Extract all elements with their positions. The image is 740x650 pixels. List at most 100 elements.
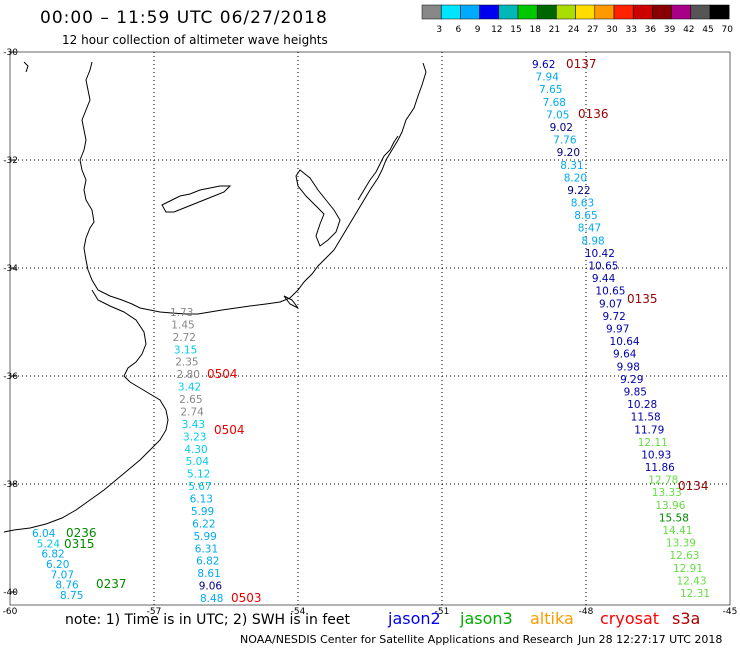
swh-label: 12.43 — [676, 575, 706, 587]
legend-jason2: jason2 — [388, 609, 441, 628]
colorbar-label: 42 — [683, 25, 694, 35]
coastline-lagoon — [295, 169, 341, 247]
swh-label: 9.02 — [550, 122, 573, 134]
colorbar-swatch — [594, 4, 615, 20]
lat-label: -30 — [3, 48, 18, 58]
lat-label: -36 — [3, 372, 18, 382]
swh-label: 10.42 — [585, 248, 615, 260]
coastline-bay — [283, 295, 299, 309]
swh-label: 11.79 — [634, 424, 664, 436]
colorbar-label: 30 — [606, 25, 618, 35]
swh-label: 12.11 — [638, 437, 668, 449]
pass-time-label: 0136 — [578, 107, 609, 121]
pass-time-label: 0504 — [207, 367, 238, 381]
swh-label: 9.22 — [567, 185, 590, 197]
swh-label: 8.48 — [200, 593, 223, 605]
pass-time-label: 0236 — [66, 526, 97, 540]
swh-label: 9.62 — [532, 59, 555, 71]
swh-label: 9.07 — [599, 298, 622, 310]
colorbar-label: 27 — [587, 25, 598, 35]
swh-label: 10.28 — [627, 399, 657, 411]
lat-label: -34 — [3, 264, 18, 274]
lon-label: -48 — [579, 607, 594, 617]
colorbar-swatch — [536, 4, 557, 20]
swh-label: 8.47 — [578, 223, 601, 235]
swh-label: 14.41 — [662, 525, 692, 537]
swh-label: 9.29 — [620, 374, 643, 386]
swh-label: 1.73 — [170, 307, 193, 319]
colorbar-label: 24 — [568, 25, 580, 35]
swh-label: 13.96 — [655, 500, 685, 512]
colorbar-label: 33 — [625, 25, 636, 35]
colorbar-label: 36 — [645, 25, 657, 35]
swh-label: 12.63 — [669, 550, 699, 562]
swh-label: 3.15 — [174, 344, 197, 356]
swh-label: 5.99 — [191, 506, 214, 518]
colorbar-swatch — [613, 4, 634, 20]
pass-time-label: 0237 — [96, 577, 127, 591]
pass-time-label: 0135 — [627, 292, 658, 306]
swh-label: 10.93 — [641, 449, 671, 461]
coastline — [3, 61, 427, 533]
chart-title: 00:00 – 11:59 UTC 06/27/2018 — [40, 8, 328, 28]
lat-label: -40 — [3, 588, 18, 598]
footer-credit: NOAA/NESDIS Center for Satellite Applica… — [240, 633, 574, 646]
colorbar-label: 15 — [510, 25, 521, 35]
swh-label: 5.12 — [187, 469, 210, 481]
swh-label: 12.91 — [673, 563, 703, 575]
colorbar-label: 6 — [456, 25, 462, 35]
swh-label: 5.67 — [188, 481, 211, 493]
swh-label: 5.99 — [193, 531, 216, 543]
colorbar-label: 18 — [529, 25, 541, 35]
swh-label: 3.43 — [182, 419, 205, 431]
pass-time-label: 0503 — [231, 591, 262, 605]
colorbar-label: 12 — [491, 25, 502, 35]
colorbar-swatch — [556, 4, 576, 20]
lon-label: -60 — [3, 607, 18, 617]
swh-label: 9.85 — [624, 386, 647, 398]
swh-label: 4.30 — [184, 444, 207, 456]
pass-time-label: 0315 — [64, 537, 95, 551]
pass-time-label: 0137 — [566, 57, 597, 71]
swh-label: 3.42 — [178, 382, 201, 394]
swh-label: 12.78 — [648, 475, 678, 487]
swh-label: 11.58 — [631, 412, 661, 424]
swh-label: 7.94 — [536, 72, 560, 84]
legend-altika: altika — [530, 609, 574, 628]
chart-subtitle: 12 hour collection of altimeter wave hei… — [62, 33, 328, 47]
swh-label: 9.44 — [592, 273, 616, 285]
swh-label: 10.64 — [610, 336, 640, 348]
swh-label: 15.58 — [659, 512, 689, 524]
coastline-cape — [23, 61, 29, 73]
swh-label: 10.65 — [588, 261, 618, 273]
swh-label: 5.04 — [186, 456, 210, 468]
swh-label: 6.13 — [190, 494, 213, 506]
swh-label: 1.45 — [171, 319, 194, 331]
swh-label: 7.05 — [546, 109, 569, 121]
swh-label: 9.98 — [617, 361, 640, 373]
swh-label: 8.98 — [581, 235, 604, 247]
swh-label: 8.63 — [571, 198, 594, 210]
swh-label: 7.76 — [553, 135, 577, 147]
swh-label: 11.86 — [645, 462, 675, 474]
swh-label: 9.20 — [557, 147, 580, 159]
swh-label: 10.65 — [595, 286, 625, 298]
swh-label: 2.72 — [173, 332, 196, 344]
colorbar-label: 39 — [664, 25, 676, 35]
coastline-continent — [79, 61, 427, 315]
colorbar-label: 21 — [549, 25, 560, 35]
swh-label: 5.24 — [37, 538, 61, 550]
pass-time-label: 0134 — [678, 479, 709, 493]
colorbar-swatch — [575, 4, 596, 20]
colorbar-label: 45 — [702, 25, 713, 35]
swh-label: 2.35 — [175, 357, 198, 369]
swh-label: 8.61 — [197, 568, 220, 580]
colorbar-swatch — [498, 4, 519, 20]
swh-label: 13.39 — [666, 538, 696, 550]
swh-label: 9.06 — [199, 581, 223, 593]
swh-label: 2.65 — [179, 394, 202, 406]
swh-label: 6.20 — [46, 559, 69, 571]
swh-label: 2.74 — [180, 406, 204, 418]
colorbar-swatch — [632, 4, 653, 20]
